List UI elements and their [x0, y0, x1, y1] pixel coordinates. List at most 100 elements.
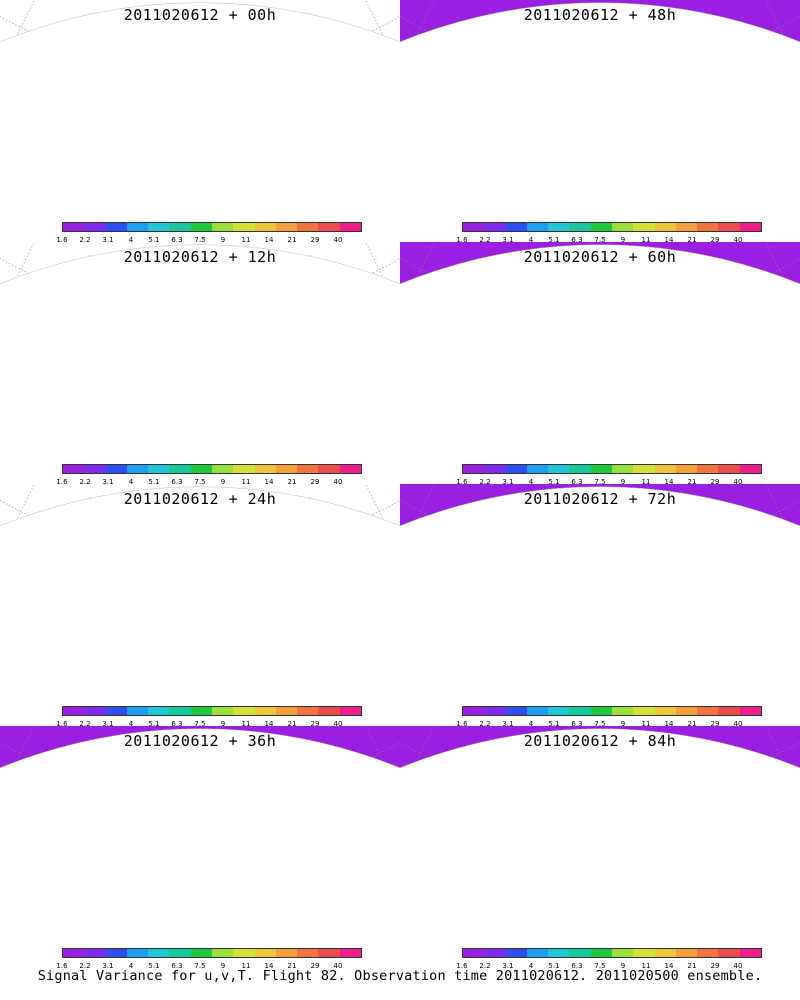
contour-band	[496, 836, 669, 909]
colorbar-tick-label: 7.5	[594, 962, 606, 970]
low-variance-hole	[630, 847, 664, 863]
coastline	[59, 523, 356, 586]
colorbar-swatch	[126, 949, 149, 957]
contour-band	[425, 65, 639, 102]
contour-band	[118, 111, 258, 171]
colorbar-swatch	[548, 465, 570, 473]
colorbar-tick-label: 5.1	[148, 962, 160, 970]
colorbar	[462, 222, 762, 232]
forecast-panel: 2011020612 + 24h 1.6 2.2 3.1 4 5.1 6.3 7.5 9 11 14…	[0, 484, 400, 729]
variance-patch	[162, 62, 196, 102]
contour-band	[556, 66, 770, 102]
domain-outline	[400, 486, 800, 527]
colorbar-swatch	[569, 949, 591, 957]
contour-band	[603, 328, 715, 344]
colorbar-tick-label: 21	[687, 962, 697, 970]
contour-band	[453, 89, 714, 102]
contour-band	[455, 575, 716, 586]
colorbar-swatch	[739, 949, 761, 957]
colorbar-tick-label: 9	[220, 962, 226, 970]
forecast-panel: 2011020612 + 60h 1.6 2.2 3.1 4 5.1 6.3 7.5 9 11 14…	[400, 242, 800, 487]
colorbar-swatch	[463, 707, 485, 715]
contour-band	[427, 794, 630, 828]
contour-band	[532, 537, 793, 586]
variance-map	[0, 242, 400, 412]
colorbar-tick-label: 29	[710, 236, 720, 244]
contour-band	[139, 364, 232, 404]
contour-band	[128, 598, 196, 627]
colorbar-tick-label: 2.2	[79, 236, 91, 244]
colorbar-tick-label: 2.2	[479, 720, 491, 728]
variance-patch	[174, 606, 216, 646]
colorbar-tick-label: 40	[733, 962, 743, 970]
variance-patch	[54, 106, 140, 128]
colorbar	[462, 464, 762, 474]
contour-band	[128, 845, 244, 894]
low-variance-hole	[58, 847, 107, 870]
colorbar-swatch	[339, 707, 361, 715]
colorbar-labels: 1.6 2.2 3.1 4 5.1 6.3 7.5 9 11 14 21 29 40	[456, 720, 762, 730]
variance-patch	[291, 120, 344, 137]
contour-band	[507, 841, 659, 905]
colorbar-swatch	[611, 949, 634, 957]
contour-band	[454, 332, 715, 344]
contour-band	[448, 75, 616, 102]
coastline	[459, 765, 756, 828]
colorbar-swatch	[526, 465, 549, 473]
colorbar-swatch	[318, 465, 340, 473]
colorbar-swatch	[318, 949, 340, 957]
contour-band	[415, 788, 647, 828]
colorbar	[462, 706, 762, 716]
colorbar-swatch	[569, 465, 591, 473]
contour-band	[138, 121, 231, 161]
colorbar-tick-label: 1.6	[56, 720, 68, 728]
colorbar-swatch	[526, 949, 549, 957]
colorbar-swatch	[105, 707, 127, 715]
contour-band	[147, 852, 226, 886]
variance-patch	[8, 561, 80, 586]
colorbar-swatch	[84, 707, 106, 715]
colorbar-tick-label: 3.1	[102, 236, 114, 244]
contour-band	[114, 596, 254, 656]
variance-patch	[114, 539, 156, 578]
contour-band	[70, 823, 294, 828]
colorbar-tick-label: 14	[264, 962, 274, 970]
colorbar-swatch	[169, 707, 191, 715]
colorbar-swatch	[190, 949, 212, 957]
colorbar-swatch	[697, 223, 719, 231]
colorbar-swatch	[675, 949, 698, 957]
contour-band	[552, 856, 617, 884]
contour-band	[113, 594, 205, 633]
colorbar-swatch	[169, 223, 191, 231]
colorbar-tick-label: 29	[710, 720, 720, 728]
colorbar-tick-label: 40	[733, 236, 743, 244]
colorbar	[62, 222, 362, 232]
contour-band	[532, 298, 793, 344]
colorbar-labels: 1.6 2.2 3.1 4 5.1 6.3 7.5 9 11 14 21 29 40	[56, 478, 362, 488]
contour-band	[447, 557, 615, 586]
contour-band	[560, 376, 612, 398]
colorbar	[62, 706, 362, 716]
graticule	[0, 0, 400, 102]
contour-band	[586, 320, 735, 344]
colorbar-labels: 1.6 2.2 3.1 4 5.1 6.3 7.5 9 11 14 21 29 40	[456, 236, 762, 246]
colorbar-swatch	[84, 465, 106, 473]
colorbar-tick-label: 7.5	[194, 478, 206, 486]
colorbar-swatch	[63, 465, 85, 473]
colorbar-tick-label: 2.2	[79, 720, 91, 728]
low-variance-hole	[421, 116, 449, 127]
colorbar-swatch	[484, 465, 506, 473]
colorbar-tick-label: 14	[664, 962, 674, 970]
contour-band	[112, 352, 252, 412]
forecast-panel: 2011020612 + 84h 1.6 2.2 3.1 4 5.1 6.3 7.5 9 11 14…	[400, 726, 800, 971]
colorbar-labels: 1.6 2.2 3.1 4 5.1 6.3 7.5 9 11 14 21 29 40	[456, 962, 762, 972]
low-variance-hole	[482, 400, 528, 426]
colorbar-swatch	[233, 465, 255, 473]
contour-band	[83, 349, 191, 395]
colorbar-swatch	[697, 949, 719, 957]
variance-patch	[121, 567, 182, 586]
variance-patch	[13, 72, 73, 102]
colorbar-swatch	[718, 223, 740, 231]
contour-band	[530, 780, 791, 828]
colorbar-tick-label: 5.1	[148, 720, 160, 728]
